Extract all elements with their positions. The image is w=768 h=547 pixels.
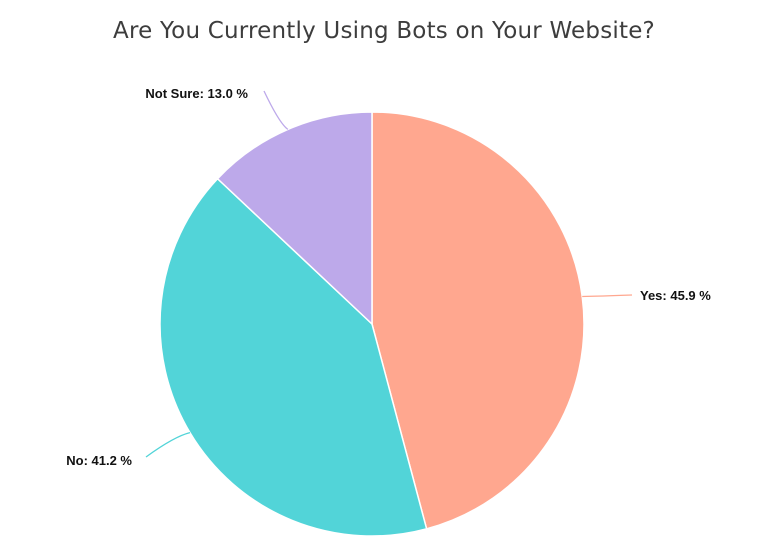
slice-labels: Yes: 45.9 % No: 41.2 % Not Sure: 13.0 % <box>66 86 711 468</box>
leader-lines <box>145 90 633 458</box>
pie-slice-not-sure <box>216 111 373 325</box>
slice-label-no: No: 41.2 % <box>66 453 132 468</box>
chart-title: Are You Currently Using Bots on Your Web… <box>113 18 655 44</box>
pie-slices <box>159 111 585 537</box>
leader-line-not-sure <box>263 90 289 130</box>
pie-slice-yes <box>371 111 585 530</box>
leader-line-no <box>145 432 191 458</box>
leader-line-yes <box>582 294 633 298</box>
slice-label-not-sure: Not Sure: 13.0 % <box>145 86 248 101</box>
slice-label-yes: Yes: 45.9 % <box>640 288 711 303</box>
